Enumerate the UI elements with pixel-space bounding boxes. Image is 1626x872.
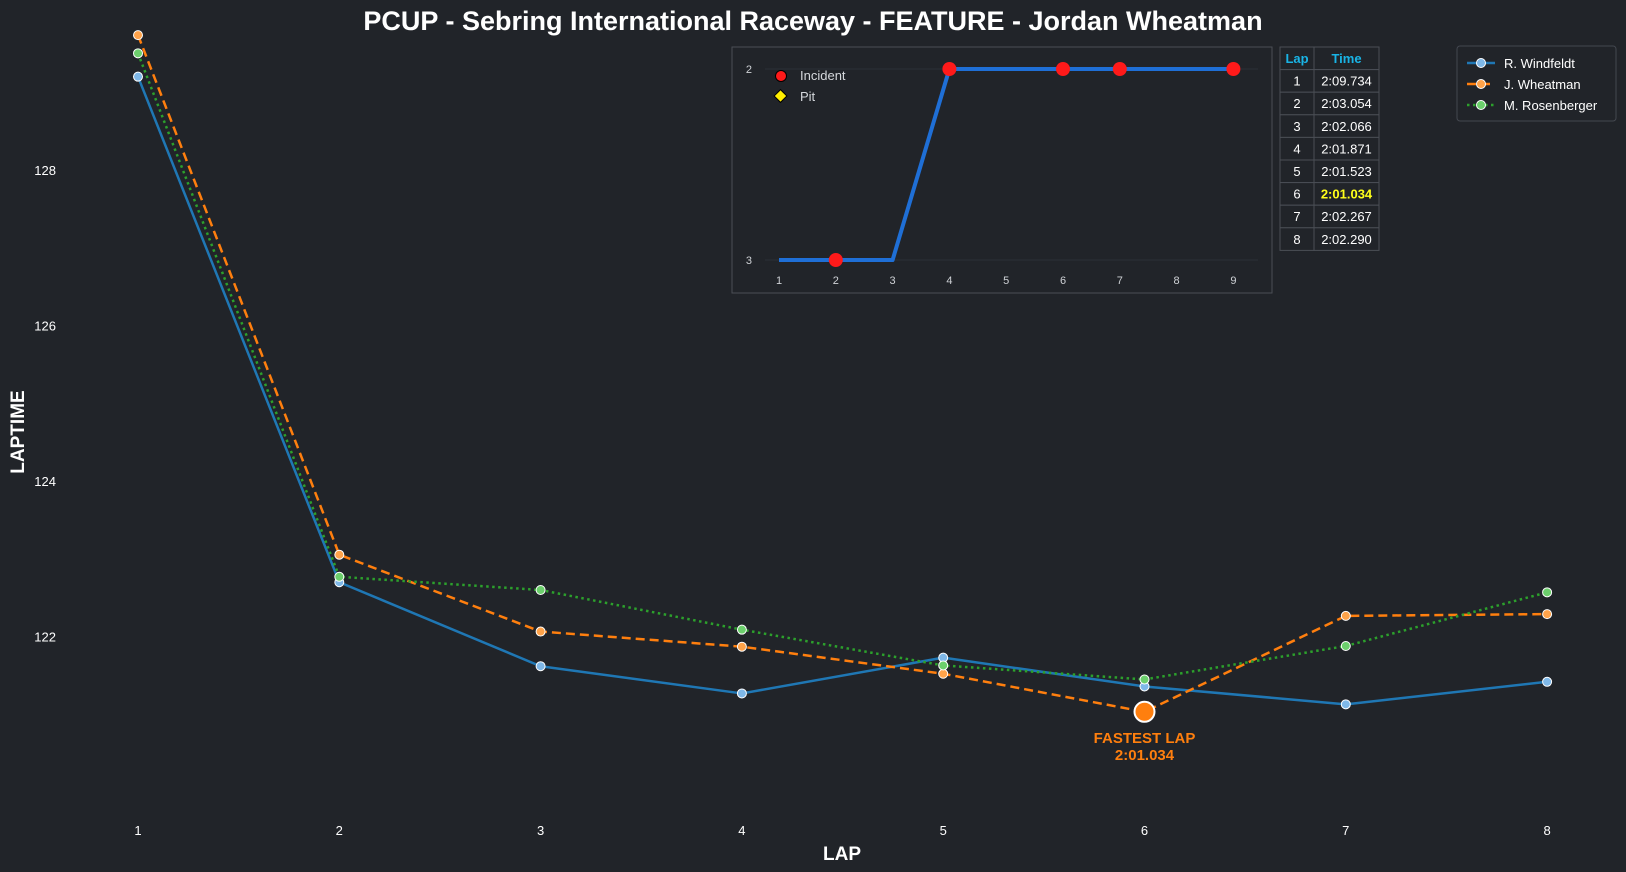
y-ticks: 122 124 126 128 <box>34 163 56 645</box>
incident-marker <box>1056 62 1070 76</box>
incident-marker <box>1112 62 1127 76</box>
inset-y-tick: 2 <box>746 64 752 76</box>
series-point <box>334 549 345 560</box>
lap-time: 2:02.066 <box>1321 119 1372 134</box>
inset-y-tick: 3 <box>746 255 752 267</box>
inset-x-tick: 6 <box>1060 275 1066 287</box>
inset-frame <box>731 46 1273 294</box>
series-point <box>133 48 143 59</box>
y-tick-label: 122 <box>34 630 56 645</box>
lap-time: 2:01.871 <box>1321 141 1372 156</box>
series-point <box>1340 699 1351 710</box>
legend-box <box>1456 45 1617 122</box>
series-point <box>1340 610 1351 621</box>
x-axis-label: LAP <box>823 844 861 865</box>
legend-marker <box>1476 58 1486 68</box>
y-axis-label: LAPTIME <box>8 390 29 473</box>
legend-label: M. Rosenberger <box>1504 98 1598 113</box>
lap-number: 4 <box>1293 141 1300 156</box>
legend-marker <box>1476 100 1486 110</box>
chart-title: PCUP - Sebring International Raceway - F… <box>363 6 1262 36</box>
inset-position-line <box>779 67 1234 262</box>
lap-time: 2:03.054 <box>1321 96 1372 111</box>
series-point <box>535 585 546 595</box>
legend-label: R. Windfeldt <box>1504 56 1575 71</box>
incident-marker <box>942 62 957 76</box>
fastest-lap-time: 2:01.034 <box>1115 747 1175 764</box>
incident-legend-marker <box>775 70 787 82</box>
x-tick-label: 8 <box>1543 823 1550 838</box>
inset-x-tick: 9 <box>1230 275 1236 287</box>
legend-label: J. Wheatman <box>1504 77 1581 92</box>
lap-number: 5 <box>1293 164 1300 179</box>
series-point <box>736 688 747 699</box>
series-point <box>133 71 143 82</box>
series-line <box>136 34 1548 714</box>
legend: R. Windfeldt J. Wheatman M. Rosenberger <box>1456 45 1617 122</box>
lap-time: 2:09.734 <box>1321 74 1372 89</box>
pit-legend-marker <box>773 88 788 104</box>
x-tick-label: 7 <box>1342 823 1349 838</box>
x-tick-label: 3 <box>537 823 544 838</box>
y-tick-label: 126 <box>34 319 56 334</box>
series-point <box>535 661 546 672</box>
lap-number: 7 <box>1293 209 1300 224</box>
lap-number: 2 <box>1293 96 1300 111</box>
series-lines <box>133 30 1553 717</box>
inset-x-tick: 8 <box>1174 275 1180 287</box>
series-point <box>938 668 949 679</box>
series-point <box>736 641 747 652</box>
series-line <box>136 76 1548 706</box>
incident-marker <box>1226 62 1241 76</box>
x-tick-label: 2 <box>336 823 343 838</box>
pit-legend-label: Pit <box>800 89 816 104</box>
inset-x-tick: 1 <box>776 275 782 287</box>
laps-table: Lap Time 1 2:09.734 2 2:03.054 3 2:02.066 4 2:01.… <box>1279 46 1380 251</box>
series-point <box>535 626 546 637</box>
series-point <box>1340 641 1351 651</box>
series-point <box>133 30 143 41</box>
inset-x-tick: 4 <box>946 275 952 287</box>
series-point <box>938 660 949 671</box>
lap-number: 3 <box>1293 119 1300 134</box>
lap-number: 8 <box>1293 232 1300 247</box>
legend-marker <box>1476 79 1486 89</box>
inset-x-tick: 7 <box>1117 275 1123 287</box>
inset-x-tick: 3 <box>890 275 896 287</box>
position-inset: 2 3 1 2 3 4 5 6 7 8 9 Incident Pit <box>731 46 1273 294</box>
incident-legend-label: Incident <box>800 68 846 83</box>
x-tick-label: 6 <box>1141 823 1148 838</box>
incident-marker <box>828 253 843 267</box>
x-tick-label: 1 <box>134 823 141 838</box>
lap-number: 6 <box>1293 187 1300 202</box>
table-header: Lap <box>1285 51 1308 66</box>
x-tick-label: 4 <box>738 823 745 838</box>
series-point <box>1542 609 1553 620</box>
series-point <box>334 571 345 582</box>
fastest-lap-marker <box>1133 700 1156 723</box>
series-line <box>136 52 1548 681</box>
series-point <box>736 624 747 635</box>
fastest-lap-label: FASTEST LAP <box>1094 730 1196 747</box>
lap-number: 1 <box>1293 74 1300 89</box>
series-point <box>1542 587 1553 598</box>
lap-time: 2:02.267 <box>1321 209 1372 224</box>
x-tick-label: 5 <box>940 823 947 838</box>
inset-x-tick: 5 <box>1003 275 1009 287</box>
x-ticks: 1 2 3 4 5 6 7 8 <box>134 823 1550 838</box>
lap-time: 2:02.290 <box>1321 232 1372 247</box>
lap-time: 2:01.034 <box>1321 187 1373 202</box>
series-point <box>1542 676 1553 687</box>
series-point <box>1139 674 1150 685</box>
inset-x-tick: 2 <box>833 275 839 287</box>
lap-time: 2:01.523 <box>1321 164 1372 179</box>
y-tick-label: 128 <box>34 163 56 178</box>
y-tick-label: 124 <box>34 474 56 489</box>
table-cell <box>1313 227 1380 251</box>
table-header: Time <box>1331 51 1361 66</box>
